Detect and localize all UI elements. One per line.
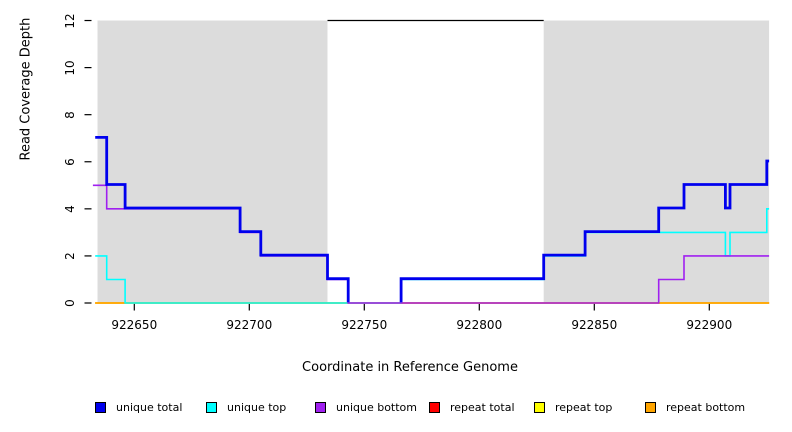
chart-plot-area: [84, 19, 770, 311]
legend-item: repeat top: [534, 400, 612, 414]
legend-item: unique bottom: [315, 400, 417, 414]
axis-tick-marks: [84, 19, 710, 311]
legend-item: repeat bottom: [645, 400, 745, 414]
legend-item: unique total: [95, 400, 182, 414]
y-tick-label: 2: [63, 252, 77, 260]
x-tick-label: 922900: [686, 318, 733, 332]
legend-swatch-icon: [206, 401, 217, 413]
legend-label: repeat top: [555, 400, 613, 414]
series-unique-total: [95, 136, 770, 303]
legend-swatch-icon: [315, 401, 326, 413]
legend-label: unique total: [116, 400, 183, 414]
legend-label: unique bottom: [336, 400, 418, 414]
x-tick-label: 922850: [571, 318, 618, 332]
y-axis-title: Read Coverage Depth: [18, 17, 34, 161]
legend-label: repeat total: [450, 400, 515, 414]
y-tick-label: 10: [63, 59, 77, 76]
shaded-repeat-regions: [97, 20, 770, 304]
y-tick-label: 12: [63, 12, 77, 29]
x-axis-title: Coordinate in Reference Genome: [302, 360, 518, 375]
legend-swatch-icon: [534, 401, 545, 413]
x-tick-label: 922650: [111, 318, 158, 332]
y-tick-label: 8: [63, 110, 77, 119]
legend-swatch-icon: [429, 401, 440, 413]
legend-label: repeat bottom: [666, 400, 746, 414]
x-tick-label: 922750: [341, 318, 388, 332]
repeat-region-shading: [97, 20, 328, 304]
legend-item: repeat total: [429, 400, 515, 414]
legend-swatch-icon: [645, 401, 656, 413]
repeat-region-shading: [543, 20, 770, 304]
x-tick-label: 922800: [456, 318, 503, 332]
y-tick-label: 4: [63, 205, 77, 213]
x-tick-label: 922700: [226, 318, 273, 332]
legend-label: unique top: [227, 400, 287, 414]
y-tick-label: 6: [63, 157, 77, 166]
legend-swatch-icon: [95, 401, 106, 413]
y-tick-label: 0: [63, 299, 77, 307]
coverage-step-lines: [92, 136, 770, 304]
legend-item: unique top: [206, 400, 286, 414]
